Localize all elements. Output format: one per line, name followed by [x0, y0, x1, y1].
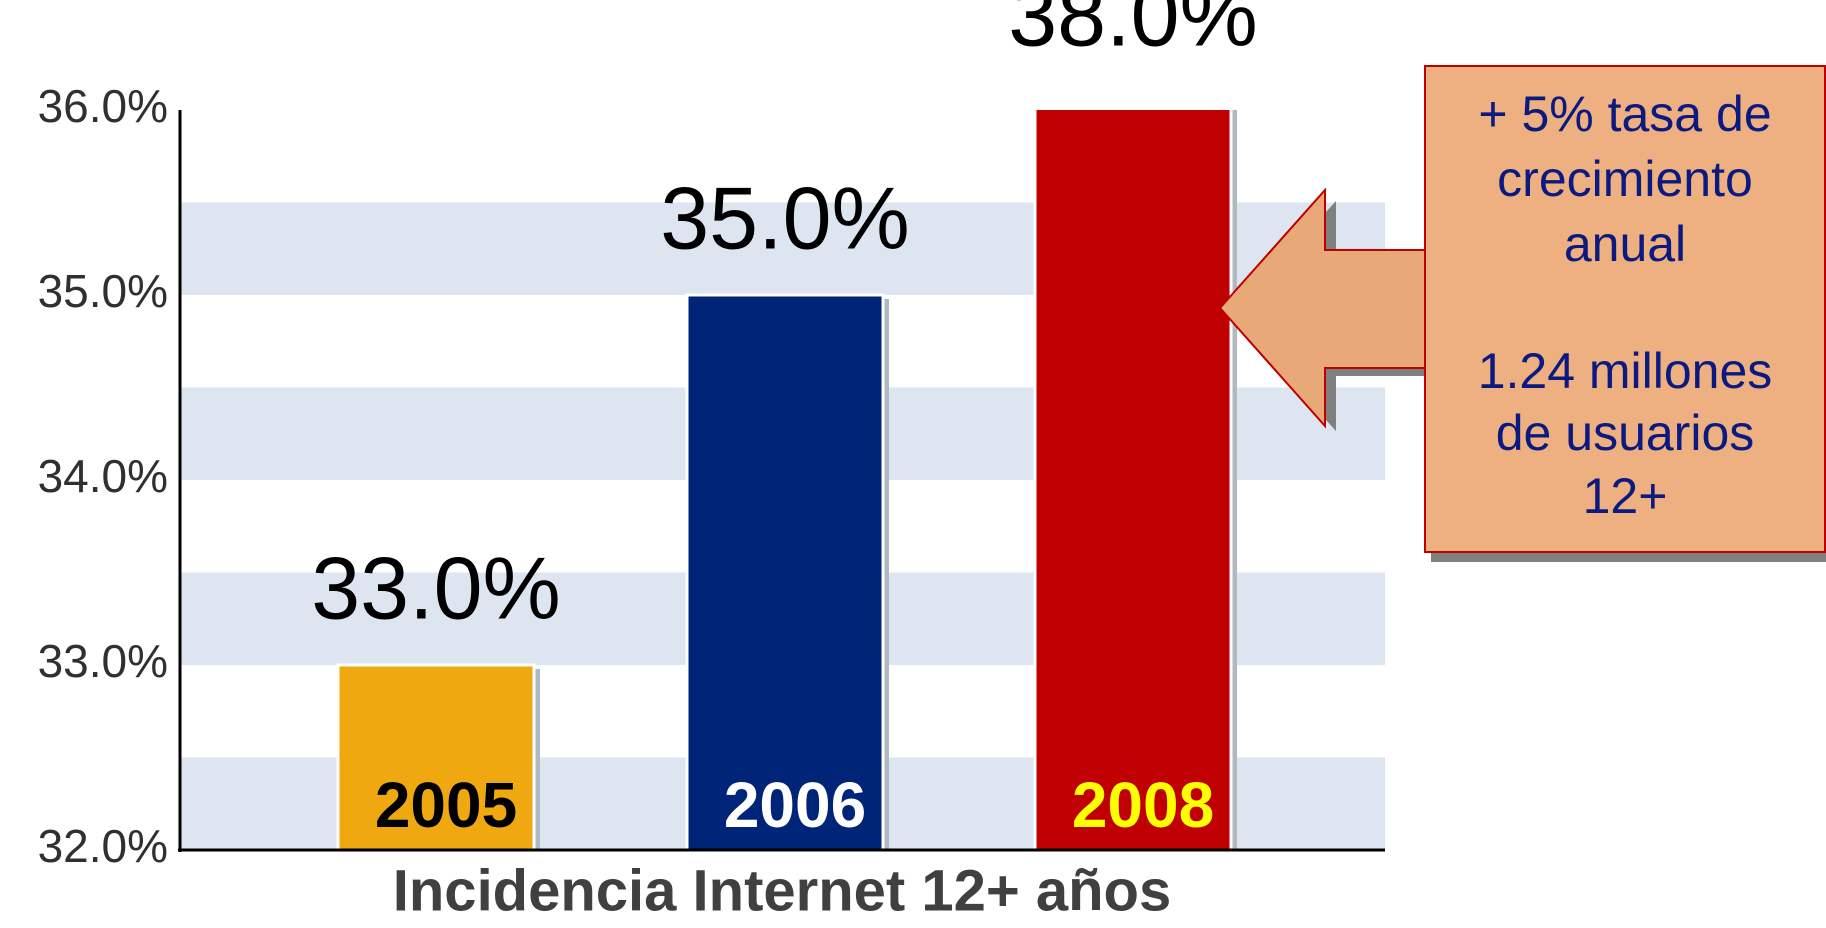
callout-text: + 5% tasa de crecimiento anual 1.24 millone… [1478, 86, 1773, 524]
y-tick-label: 36.0% [38, 80, 168, 132]
callout-line: crecimiento [1497, 151, 1753, 207]
value-label: 38.0% [1008, 0, 1258, 64]
bar [336, 663, 536, 850]
category-label: 2008 [1072, 769, 1214, 841]
y-tick-label: 34.0% [38, 450, 168, 502]
callout-line: anual [1564, 216, 1686, 272]
y-tick-label: 32.0% [38, 820, 168, 872]
callout-line: de usuarios [1496, 405, 1755, 461]
bar [685, 293, 885, 850]
category-label: 2006 [724, 769, 866, 841]
callout-line: 1.24 millones [1478, 343, 1773, 399]
value-label: 33.0% [311, 538, 561, 637]
y-tick-label: 35.0% [38, 265, 168, 317]
callout [1424, 65, 1826, 553]
value-label: 35.0% [660, 168, 910, 267]
arrow [1218, 187, 1429, 429]
bars [336, 110, 1237, 850]
chart-title: Incidencia Internet 12+ años [393, 858, 1171, 923]
bar [1033, 110, 1233, 850]
callout-line: 12+ [1583, 468, 1668, 524]
category-label: 2005 [375, 769, 517, 841]
y-tick-label: 33.0% [38, 635, 168, 687]
callout-line: + 5% tasa de [1478, 86, 1771, 142]
